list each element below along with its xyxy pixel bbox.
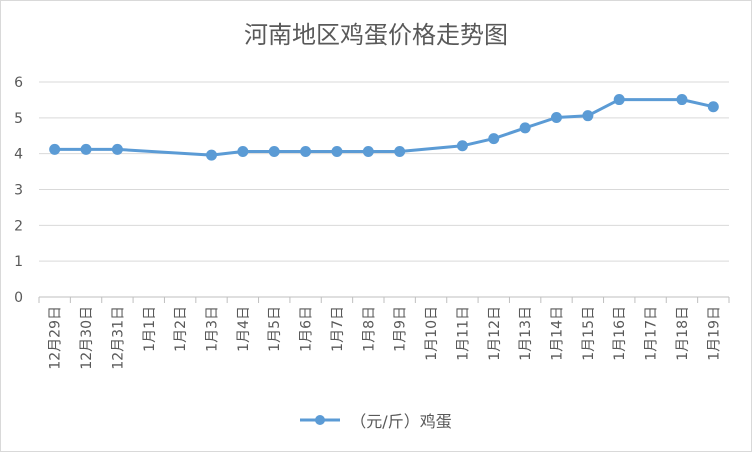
data-point (488, 133, 500, 145)
data-point (237, 146, 249, 158)
x-tick-label: 1月3日 (205, 306, 221, 352)
data-point (268, 146, 280, 158)
x-tick-label: 1月8日 (361, 306, 377, 352)
y-tick-label: 5 (14, 111, 23, 127)
x-tick-label: 1月4日 (236, 306, 252, 352)
x-tick-label: 12月29日 (48, 306, 64, 370)
data-point (613, 94, 625, 106)
data-point (456, 140, 468, 152)
x-tick-label: 1月11日 (455, 306, 471, 361)
data-point (111, 143, 123, 155)
y-tick-label: 3 (14, 183, 23, 199)
data-point (362, 146, 374, 158)
x-tick-label: 1月6日 (299, 306, 315, 352)
x-tick-label: 1月14日 (550, 306, 566, 361)
x-tick-label: 1月9日 (393, 306, 409, 352)
y-tick-label: 0 (14, 290, 23, 306)
data-point (206, 149, 217, 161)
x-tick-label: 1月16日 (612, 306, 628, 361)
data-point (331, 146, 343, 158)
legend-line-marker (300, 415, 341, 425)
x-tick-label: 12月31日 (110, 306, 126, 370)
data-point (394, 146, 406, 158)
x-tick-label: 12月30日 (79, 306, 95, 370)
chart-title: 河南地区鸡蛋价格走势图 (244, 21, 508, 49)
legend-label: （元/斤）鸡蛋 (350, 412, 452, 431)
x-tick-label: 1月15日 (581, 306, 597, 361)
x-tick-label: 1月2日 (173, 306, 189, 352)
x-tick-label: 1月19日 (706, 306, 722, 361)
y-tick-label: 4 (14, 147, 23, 163)
data-point (582, 110, 594, 122)
x-tick-label: 1月7日 (330, 306, 346, 352)
x-tick-label: 1月18日 (675, 306, 691, 361)
x-tick-label: 1月12日 (487, 306, 503, 361)
y-tick-label: 6 (14, 75, 23, 91)
data-point (519, 122, 531, 134)
data-point (300, 146, 312, 158)
y-tick-label: 1 (14, 254, 23, 270)
data-point (49, 143, 61, 155)
legend: （元/斤）鸡蛋 (1, 408, 751, 432)
series-line (54, 98, 714, 157)
y-tick-label: 2 (14, 218, 23, 234)
x-tick-label: 1月10日 (424, 306, 440, 361)
x-tick-label: 1月5日 (267, 306, 283, 352)
x-tick-label: 1月13日 (518, 306, 534, 361)
data-point (551, 111, 562, 123)
x-tick-label: 1月17日 (644, 306, 660, 361)
data-point (676, 94, 688, 106)
data-point (80, 143, 92, 155)
x-tick-label: 1月1日 (142, 306, 158, 352)
data-point (707, 101, 719, 113)
